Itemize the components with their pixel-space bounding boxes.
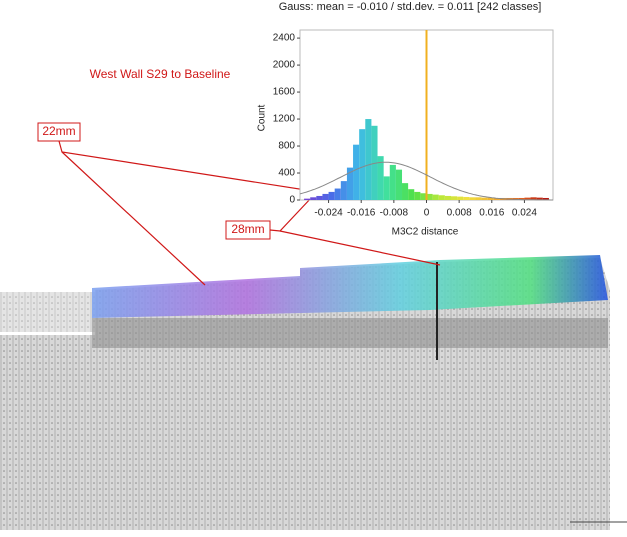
histogram-bar [426,193,433,200]
y-tick-label: 1200 [273,114,296,125]
heading: West Wall S29 to Baseline [90,67,231,81]
histogram-bar [310,197,317,200]
chart-title: Gauss: mean = -0.010 / std.dev. = 0.011 … [279,1,542,13]
gauss-curve [299,161,553,201]
histogram-bar [420,193,427,200]
histogram-chart: Gauss: mean = -0.010 / std.dev. = 0.011 … [257,1,554,238]
histogram-bar [359,129,366,200]
histogram-bar [340,181,347,200]
y-tick-label: 800 [278,141,295,152]
y-tick-label: 0 [289,195,295,206]
histogram-bar [536,197,543,200]
y-tick-label: 2000 [273,60,296,71]
histogram-bar [322,193,329,200]
x-tick-label: 0.024 [512,208,537,219]
histogram-bar [450,196,458,200]
histogram-bar [402,183,409,200]
x-tick-label: 0 [424,208,430,219]
y-axis-label: Count [257,104,268,131]
x-axis-label: M3C2 distance [392,227,459,238]
x-tick-label: 0.016 [479,208,504,219]
x-tick-label: -0.016 [347,208,376,219]
histogram-bar [481,197,488,200]
histogram-bar [353,144,360,200]
label-a: 22mm [42,124,75,138]
histogram-bar [530,197,537,200]
histogram-bar [438,195,445,200]
histogram-bar [304,198,311,200]
histogram-bar [408,189,415,200]
x-tick-label: -0.008 [380,208,409,219]
histogram-bar [518,197,525,200]
y-tick-label: 2400 [273,33,296,44]
point-cloud [0,255,627,530]
x-tick-label: -0.024 [314,208,343,219]
label-b: 28mm [231,222,264,236]
histogram-bar [316,195,323,200]
y-tick-label: 1600 [273,87,296,98]
histogram-bar [475,197,482,200]
histogram-bar [383,176,390,200]
y-tick-label: 400 [278,168,295,179]
histogram-bar [395,169,403,200]
histogram-bar [487,197,494,200]
histogram-bar [457,196,464,200]
histogram-bar [542,197,549,200]
histogram-bar [328,191,335,200]
histogram-bar [524,197,531,200]
histogram-bar [463,196,470,200]
histogram-bar [365,119,372,200]
x-tick-label: 0.008 [447,208,472,219]
histogram-bar [377,156,384,200]
histogram-bar [469,197,476,200]
histogram-bar [389,164,396,200]
histogram-bar [334,188,341,200]
arrows [58,140,441,286]
histogram-bar [414,191,421,200]
histogram-bar [444,195,451,200]
histogram-bar [346,167,354,200]
histogram-bar [432,194,439,200]
histogram-bar [493,197,500,200]
